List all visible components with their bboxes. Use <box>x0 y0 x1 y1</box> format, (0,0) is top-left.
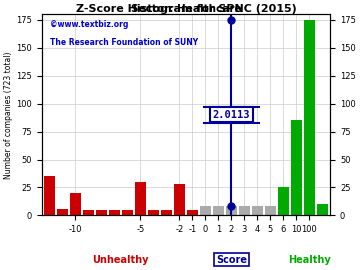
Bar <box>291 120 302 215</box>
Text: The Research Foundation of SUNY: The Research Foundation of SUNY <box>50 38 198 47</box>
Bar <box>109 210 120 215</box>
Bar <box>96 210 107 215</box>
Bar <box>57 209 68 215</box>
Bar <box>44 176 55 215</box>
Bar <box>239 207 250 215</box>
Bar <box>317 204 328 215</box>
Bar <box>187 210 198 215</box>
Text: Healthy: Healthy <box>288 255 331 265</box>
Bar <box>135 182 146 215</box>
Bar <box>83 210 94 215</box>
Bar <box>148 210 159 215</box>
Bar <box>213 207 224 215</box>
Bar <box>226 207 237 215</box>
Bar <box>122 210 133 215</box>
Title: Z-Score Histogram for SPNC (2015): Z-Score Histogram for SPNC (2015) <box>76 4 296 14</box>
Text: Score: Score <box>216 255 247 265</box>
Bar <box>278 187 289 215</box>
Text: Sector: Healthcare: Sector: Healthcare <box>131 4 241 14</box>
Y-axis label: Number of companies (723 total): Number of companies (723 total) <box>4 51 13 178</box>
Bar <box>174 184 185 215</box>
Bar <box>70 193 81 215</box>
Bar <box>252 207 263 215</box>
Bar <box>161 210 172 215</box>
Bar <box>265 207 276 215</box>
Text: ©www.textbiz.org: ©www.textbiz.org <box>50 20 129 29</box>
Bar <box>304 20 315 215</box>
Text: Unhealthy: Unhealthy <box>93 255 149 265</box>
Text: 2.0113: 2.0113 <box>213 110 250 120</box>
Bar <box>200 207 211 215</box>
